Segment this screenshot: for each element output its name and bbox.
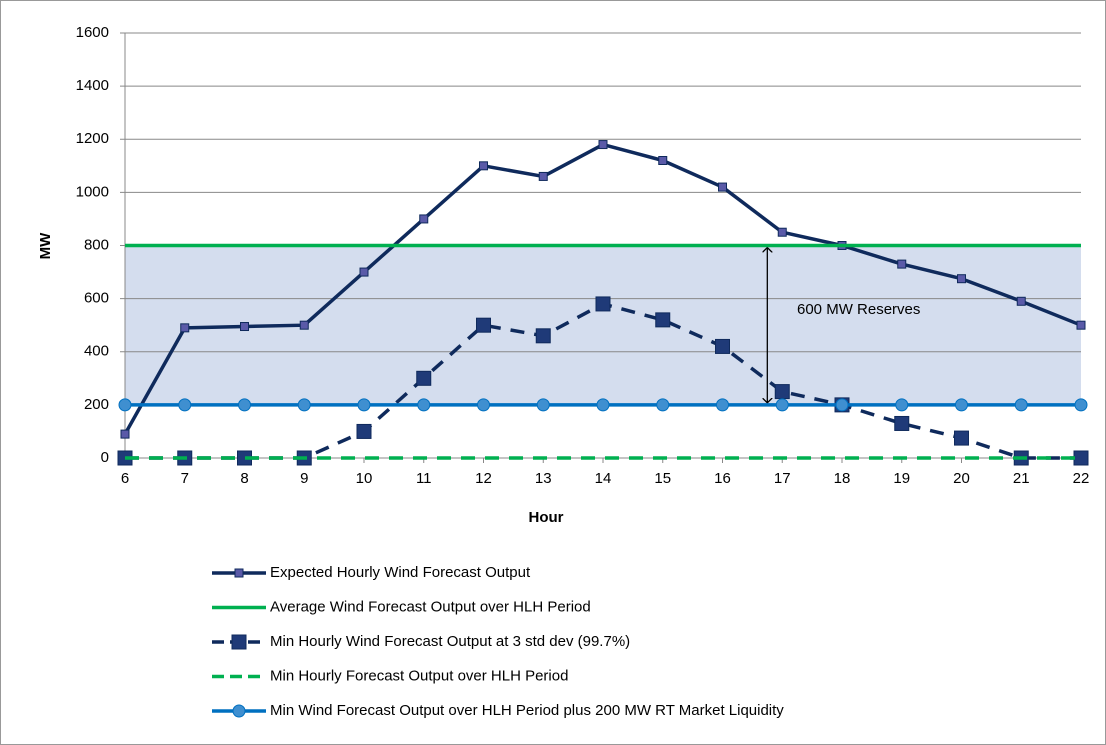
legend-label: Min Wind Forecast Output over HLH Period… xyxy=(270,702,784,719)
marker xyxy=(718,182,727,192)
marker xyxy=(715,338,730,354)
x-tick-label: 8 xyxy=(240,470,248,487)
marker xyxy=(955,398,968,412)
y-tick-label: 1600 xyxy=(76,24,109,41)
marker xyxy=(895,398,909,412)
legend-marker xyxy=(231,634,247,650)
marker xyxy=(595,296,611,312)
marker xyxy=(775,398,789,412)
annotation: 600 MW Reserves xyxy=(797,301,920,318)
marker xyxy=(476,317,491,333)
x-tick-label: 9 xyxy=(300,470,308,487)
marker xyxy=(419,214,429,224)
x-tick-label: 11 xyxy=(416,470,432,487)
marker xyxy=(238,398,251,412)
marker xyxy=(357,398,371,412)
x-tick-label: 21 xyxy=(1013,470,1030,487)
x-tick-label: 17 xyxy=(774,470,791,487)
marker xyxy=(297,398,311,412)
legend-label: Min Hourly Wind Forecast Output at 3 std… xyxy=(270,633,630,650)
marker xyxy=(477,398,490,412)
marker xyxy=(596,398,610,412)
marker xyxy=(180,323,190,333)
x-tick-label: 13 xyxy=(535,470,552,487)
x-tick-label: 19 xyxy=(893,470,910,487)
marker xyxy=(897,259,907,269)
x-tick-label: 16 xyxy=(714,470,731,487)
marker xyxy=(598,140,608,150)
x-tick-label: 15 xyxy=(654,470,671,487)
marker xyxy=(356,423,372,439)
y-tick-label: 1200 xyxy=(76,130,109,147)
x-tick-label: 14 xyxy=(595,470,612,487)
legend-label: Expected Hourly Wind Forecast Output xyxy=(270,564,531,581)
legend-label: Average Wind Forecast Output over HLH Pe… xyxy=(270,598,591,615)
marker xyxy=(536,398,550,412)
marker xyxy=(299,320,309,330)
x-tick-label: 18 xyxy=(834,470,851,487)
marker xyxy=(118,398,132,412)
y-tick-label: 200 xyxy=(84,396,109,413)
x-tick-label: 22 xyxy=(1073,470,1090,487)
legend-label: Min Hourly Forecast Output over HLH Peri… xyxy=(270,667,568,684)
y-tick-label: 1400 xyxy=(76,77,109,94)
marker xyxy=(416,370,432,386)
x-tick-label: 12 xyxy=(475,470,492,487)
marker xyxy=(479,161,488,171)
legend-marker xyxy=(232,704,246,718)
marker xyxy=(777,227,787,237)
x-tick-label: 20 xyxy=(953,470,970,487)
marker xyxy=(240,322,249,332)
marker xyxy=(178,398,192,412)
marker xyxy=(894,415,910,431)
marker xyxy=(774,384,790,400)
marker xyxy=(359,267,369,277)
marker xyxy=(1016,296,1026,306)
x-tick-label: 10 xyxy=(356,470,373,487)
x-tick-label: 7 xyxy=(181,470,189,487)
marker xyxy=(835,398,849,412)
y-tick-label: 0 xyxy=(101,449,109,466)
marker xyxy=(1014,398,1028,412)
marker xyxy=(417,398,431,412)
marker xyxy=(957,274,966,284)
marker xyxy=(120,429,130,439)
marker xyxy=(658,156,668,165)
marker xyxy=(535,328,551,344)
marker xyxy=(1076,320,1086,330)
x-tick-label: 6 xyxy=(121,470,129,487)
marker xyxy=(954,430,969,446)
y-tick-label: 800 xyxy=(84,236,109,253)
legend-marker xyxy=(234,568,244,578)
x-axis-label: Hour xyxy=(529,509,564,526)
marker xyxy=(1074,398,1088,412)
y-axis-label: MW xyxy=(37,232,54,259)
y-tick-label: 400 xyxy=(84,343,109,360)
y-tick-label: 1000 xyxy=(76,183,109,200)
marker xyxy=(716,398,729,412)
marker xyxy=(655,312,671,328)
y-tick-label: 600 xyxy=(84,290,109,307)
marker xyxy=(538,171,548,181)
marker xyxy=(1073,450,1089,466)
marker xyxy=(656,398,670,412)
